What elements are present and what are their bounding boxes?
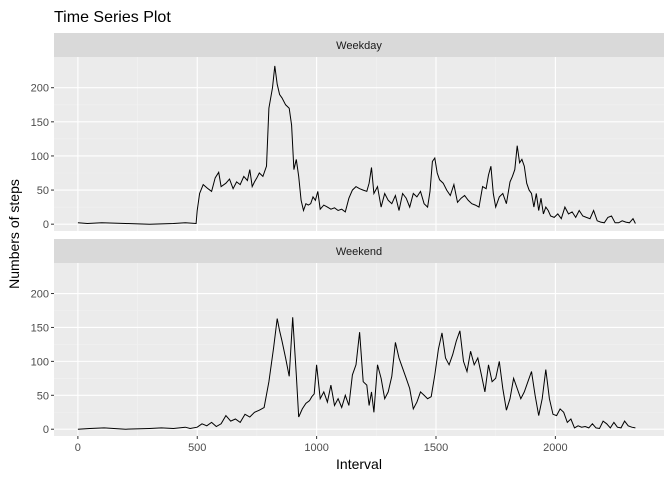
y-tick-label: 100 [31,151,49,163]
x-tick-label: 0 [75,442,81,454]
strip-weekend [54,239,664,263]
y-tick-label: 150 [31,322,49,334]
series-line-weekday [77,65,636,225]
strip-label-weekday: Weekday [336,40,382,52]
y-tick-label: 50 [37,185,49,197]
plot-area-weekend [54,263,664,436]
y-tick-label: 0 [43,219,49,231]
series-line-weekend [77,317,636,430]
strip-label-weekend: Weekend [336,246,382,258]
x-tick-label: 500 [188,442,206,454]
y-axis-title: Numbers of steps [6,179,22,289]
plot-area-weekday [54,57,664,231]
y-axis-weekday: 0 50 100 150 200 [31,83,54,231]
x-axis-title: Interval [336,456,382,472]
gridlines-weekend [54,263,664,436]
y-tick-label: 200 [31,83,49,95]
y-tick-label: 50 [37,390,49,402]
x-axis: 0 500 1000 1500 2000 [75,436,568,454]
y-tick-label: 150 [31,117,49,129]
y-axis-weekend: 0 50 100 150 200 [31,289,54,436]
facet-panel-weekday: Weekday 0 50 100 150 200 [31,33,664,231]
strip-weekday [54,33,664,57]
x-tick-label: 1500 [424,442,448,454]
y-tick-label: 200 [31,289,49,301]
y-tick-label: 0 [43,424,49,436]
x-tick-label: 1000 [304,442,328,454]
y-tick-label: 100 [31,356,49,368]
x-tick-label: 2000 [543,442,567,454]
facet-panel-weekend: Weekend 0 50 100 150 200 [31,239,664,436]
chart-title: Time Series Plot [54,9,171,26]
